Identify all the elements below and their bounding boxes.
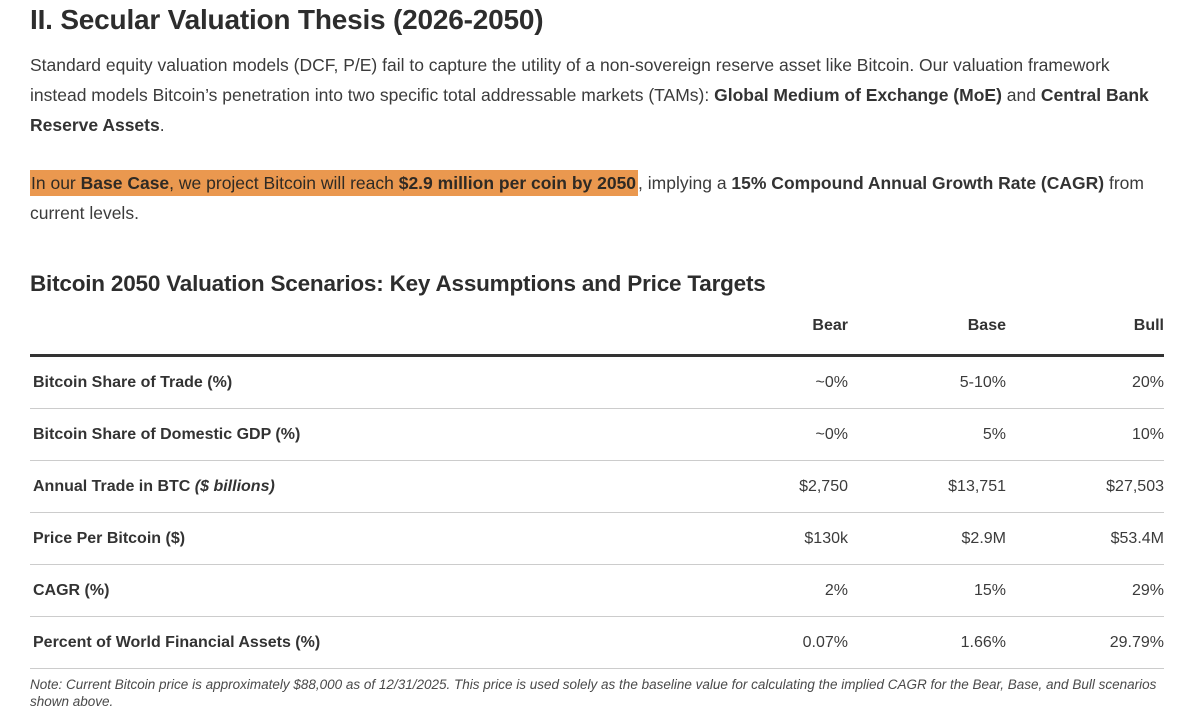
document-page: II. Secular Valuation Thesis (2026-2050)… — [0, 3, 1199, 710]
thesis-hl-bold-base-case: Base Case — [80, 173, 170, 193]
cell-bear: $2,750 — [799, 478, 848, 495]
thesis-bold-cagr: 15% Compound Annual Growth Rate (CAGR) — [731, 173, 1105, 193]
cell-base: $2.9M — [961, 530, 1006, 547]
column-header-empty — [30, 309, 690, 356]
cell-bull: $27,503 — [1106, 478, 1164, 495]
column-header-base: Base — [967, 317, 1006, 334]
thesis-highlight: In our Base Case, we project Bitcoin wil… — [30, 170, 639, 196]
thesis-hl-bold-price-target: $2.9 million per coin by 2050 — [398, 173, 637, 193]
cell-bull: 10% — [1131, 426, 1164, 443]
row-label-share-of-trade: Bitcoin Share of Trade (%) — [30, 356, 690, 409]
intro-text: Standard equity valuation models (DCF, P… — [30, 55, 1110, 105]
intro-paragraph: Standard equity valuation models (DCF, P… — [30, 50, 1164, 140]
intro-bold-moe: Global Medium of Exchange (MoE) — [714, 85, 1002, 105]
row-label-suffix: ($ billions) — [190, 478, 275, 495]
thesis-text-implying: , implying a — [638, 173, 732, 193]
table-header-row: Bear Base Bull — [30, 309, 1164, 356]
thesis-paragraph: In our Base Case, we project Bitcoin wil… — [30, 168, 1164, 228]
cell-bull: 29% — [1131, 582, 1164, 599]
row-label-cagr: CAGR (%) — [30, 565, 690, 617]
cell-bear: ~0% — [815, 374, 848, 391]
cell-bull: 20% — [1131, 374, 1164, 391]
row-label-text: CAGR (%) — [33, 582, 110, 599]
row-label-annual-trade: Annual Trade in BTC ($ billions) — [30, 461, 690, 513]
table-title: Bitcoin 2050 Valuation Scenarios: Key As… — [30, 271, 766, 296]
page-title: II. Secular Valuation Thesis (2026-2050) — [30, 4, 544, 35]
cell-bear: 0.07% — [802, 634, 848, 651]
row-label-price-per-bitcoin: Price Per Bitcoin ($) — [30, 513, 690, 565]
intro-bold-reserve: Central Bank Reserve Assets — [30, 85, 1149, 135]
table-row: CAGR (%) 2% 15% 29% — [30, 565, 1164, 617]
table-row: Bitcoin Share of Domestic GDP (%) ~0% 5%… — [30, 409, 1164, 461]
row-label-text: Bitcoin Share of Domestic GDP (%) — [33, 426, 301, 443]
column-header-bear: Bear — [812, 317, 848, 334]
valuation-scenarios-table: Bear Base Bull Bitcoin Share of Trade (%… — [30, 309, 1164, 669]
cell-base: 1.66% — [960, 634, 1006, 651]
table-row: Bitcoin Share of Trade (%) ~0% 5-10% 20% — [30, 356, 1164, 409]
row-label-text: Price Per Bitcoin ($) — [33, 530, 186, 547]
row-label-text: Percent of World Financial Assets (%) — [33, 634, 321, 651]
row-label-text: Bitcoin Share of Trade (%) — [33, 374, 233, 391]
table-row: Annual Trade in BTC ($ billions) $2,750 … — [30, 461, 1164, 513]
cell-base: 5% — [982, 426, 1006, 443]
row-label-text: Annual Trade in BTC — [33, 478, 191, 495]
table-header: Bear Base Bull — [30, 309, 1164, 356]
table-footnote: Note: Current Bitcoin price is approxima… — [30, 677, 1157, 709]
cell-bear: $130k — [804, 530, 848, 547]
cell-bear: 2% — [824, 582, 848, 599]
thesis-hl-text-2: , we project Bitcoin will reach — [169, 173, 399, 193]
cell-base: 15% — [973, 582, 1006, 599]
cell-base: 5-10% — [959, 374, 1006, 391]
cell-bear: ~0% — [815, 426, 848, 443]
thesis-hl-text-1: In our — [31, 173, 81, 193]
cell-bull: 29.79% — [1109, 634, 1164, 651]
cell-base: $13,751 — [948, 478, 1006, 495]
row-label-world-financial-assets: Percent of World Financial Assets (%) — [30, 617, 690, 669]
intro-text-and: and — [1001, 85, 1041, 105]
table-row: Percent of World Financial Assets (%) 0.… — [30, 617, 1164, 669]
thesis-text-current-levels: from current levels. — [30, 173, 1144, 223]
cell-bull: $53.4M — [1110, 530, 1164, 547]
intro-period: . — [159, 115, 165, 135]
column-header-bull: Bull — [1133, 317, 1164, 334]
table-row: Price Per Bitcoin ($) $130k $2.9M $53.4M — [30, 513, 1164, 565]
row-label-share-of-gdp: Bitcoin Share of Domestic GDP (%) — [30, 409, 690, 461]
